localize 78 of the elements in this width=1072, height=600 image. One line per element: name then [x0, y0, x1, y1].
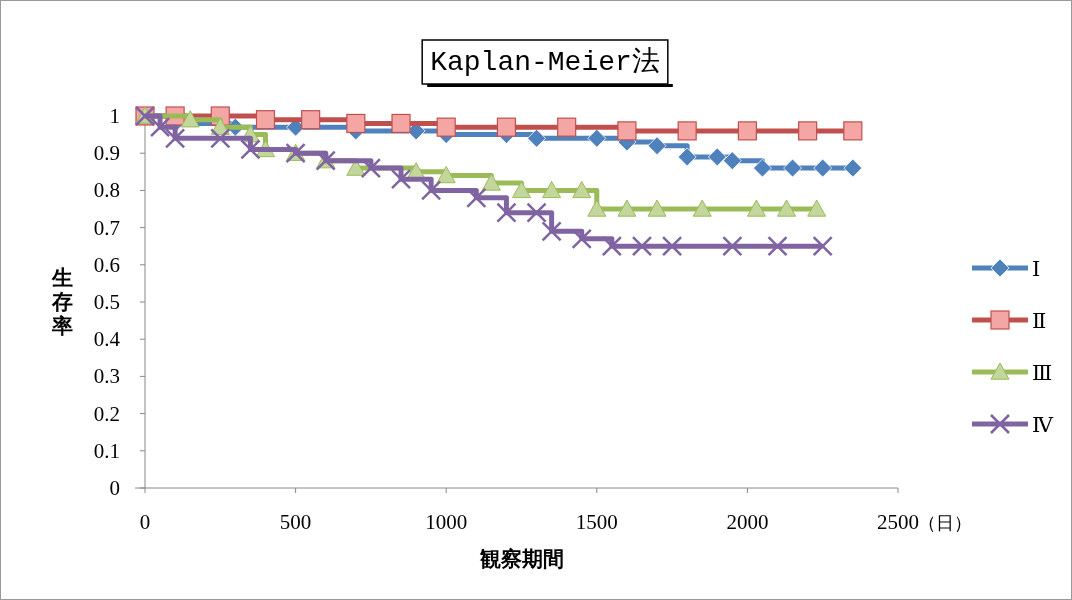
point — [301, 110, 321, 130]
point — [631, 235, 653, 257]
x-tick-label: 2500 — [877, 510, 919, 534]
y-axis-title: 生存率 — [50, 266, 73, 338]
point — [512, 180, 531, 199]
point — [737, 121, 757, 141]
y-tick-label: 0.6 — [93, 252, 120, 277]
y-tick-label: 1 — [109, 104, 120, 128]
point — [843, 158, 863, 178]
legend-label: Ⅰ — [1032, 257, 1041, 281]
point — [812, 235, 833, 257]
point — [390, 168, 412, 190]
point — [557, 117, 577, 137]
point — [164, 128, 186, 149]
y-tick-label: 0.9 — [93, 141, 120, 166]
point — [722, 151, 742, 171]
point — [647, 199, 667, 217]
x-tick-label: 2000 — [726, 510, 769, 534]
point — [661, 235, 683, 257]
point — [807, 199, 827, 217]
x-tick-label: 500 — [279, 510, 312, 534]
point — [587, 128, 607, 148]
point — [692, 199, 712, 217]
point — [436, 166, 456, 184]
point — [346, 113, 366, 134]
point — [210, 128, 231, 149]
legend-label: Ⅲ — [1032, 361, 1053, 385]
point — [813, 158, 833, 178]
point — [255, 110, 276, 130]
point — [677, 147, 697, 167]
point — [420, 180, 442, 201]
point — [436, 117, 456, 137]
point — [601, 235, 623, 257]
point — [647, 136, 667, 156]
point — [798, 121, 818, 141]
point — [571, 228, 592, 250]
point — [617, 199, 637, 217]
point — [180, 110, 200, 128]
point — [722, 235, 743, 257]
point — [496, 202, 517, 223]
y-tick-label: 0.5 — [93, 290, 120, 314]
point — [541, 221, 562, 242]
point — [677, 121, 697, 141]
point — [481, 173, 501, 191]
x-tick-label: 1500 — [575, 510, 618, 534]
y-tick-label: 0.4 — [93, 327, 121, 352]
text: （日） — [918, 513, 972, 533]
point — [360, 157, 382, 179]
point — [496, 117, 517, 137]
point — [466, 187, 487, 209]
y-tick-label: 0.2 — [93, 401, 120, 426]
point — [526, 202, 547, 223]
point — [843, 121, 863, 141]
point — [149, 116, 171, 138]
x-axis-title: 観察期間 — [478, 547, 564, 571]
point — [783, 158, 802, 178]
point — [617, 121, 637, 141]
point — [542, 180, 562, 199]
legend-label: Ⅱ — [1032, 309, 1047, 333]
point — [240, 139, 261, 160]
x-tick-label: 1000 — [425, 510, 468, 534]
point — [753, 158, 772, 178]
point — [746, 199, 766, 217]
y-tick-label: 0.3 — [93, 364, 120, 389]
point — [572, 180, 592, 199]
point — [587, 199, 607, 217]
x-tick-label: 0 — [139, 510, 151, 534]
point — [707, 147, 727, 167]
point — [767, 235, 788, 257]
point — [527, 128, 546, 148]
y-tick-label: 0.8 — [93, 178, 120, 203]
point — [391, 113, 411, 134]
y-tick-label: 0 — [109, 476, 120, 500]
point — [777, 199, 797, 217]
y-tick-label: 0.7 — [93, 215, 120, 240]
chart-title: Kaplan-Meier法 — [430, 46, 660, 78]
y-tick-label: 0.1 — [93, 438, 120, 463]
legend-label: Ⅳ — [1032, 413, 1054, 437]
